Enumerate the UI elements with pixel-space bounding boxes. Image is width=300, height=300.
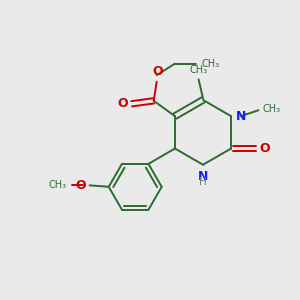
Text: CH₃: CH₃ <box>49 180 67 190</box>
Text: O: O <box>75 179 86 192</box>
Text: O: O <box>117 97 128 110</box>
Text: O: O <box>152 65 163 78</box>
Text: H: H <box>199 177 207 187</box>
Text: N: N <box>236 110 247 123</box>
Text: N: N <box>198 170 208 183</box>
Text: CH₃: CH₃ <box>202 59 220 69</box>
Text: CH₃: CH₃ <box>190 65 208 75</box>
Text: O: O <box>260 142 270 155</box>
Text: CH₃: CH₃ <box>263 104 281 114</box>
